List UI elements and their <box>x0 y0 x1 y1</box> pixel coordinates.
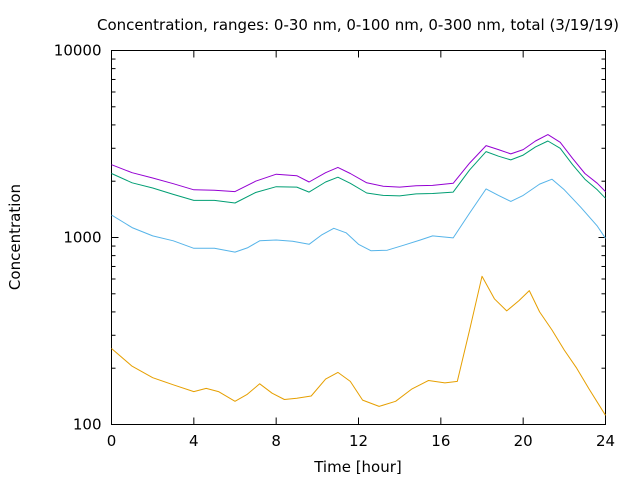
plot-frame <box>111 50 606 425</box>
axis-tick-labels: 0 4 8 12 16 20 24 100 1000 10000 <box>54 42 615 451</box>
x-tick-label: 0 <box>107 432 117 450</box>
y-tick-label: 1000 <box>63 229 101 247</box>
x-tick-label: 4 <box>189 432 199 450</box>
series-line-2 <box>111 178 606 253</box>
x-tick-label: 20 <box>514 432 533 450</box>
series-line-1 <box>111 275 606 416</box>
x-tick-label: 12 <box>349 432 368 450</box>
x-tick-label: 16 <box>431 432 450 450</box>
series-lines <box>111 134 606 416</box>
x-tick-label: 24 <box>596 432 615 450</box>
y-tick-label: 100 <box>73 416 102 434</box>
y-axis-title: Concentration <box>6 184 24 290</box>
chart-title: Concentration, ranges: 0-30 nm, 0-100 nm… <box>97 16 619 34</box>
x-axis-title: Time [hour] <box>313 458 402 476</box>
series-line-4 <box>111 134 606 193</box>
x-tick-label: 8 <box>271 432 281 450</box>
axis-ticks <box>111 50 606 425</box>
y-tick-label: 10000 <box>54 42 102 60</box>
series-line-3 <box>111 140 606 204</box>
